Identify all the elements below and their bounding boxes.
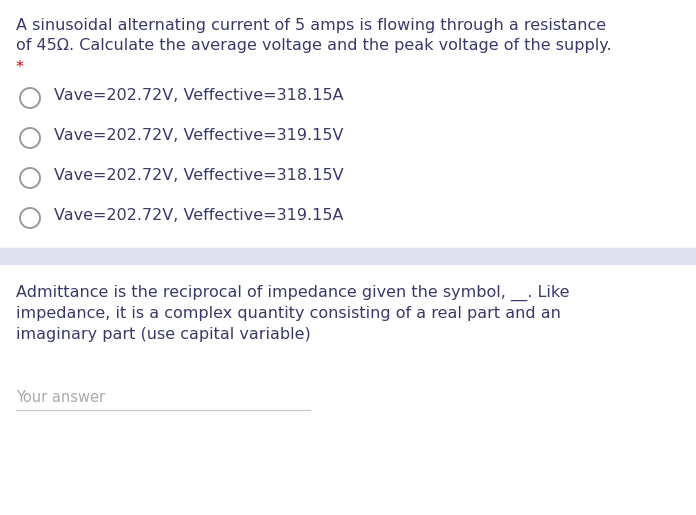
- Text: Vave=202.72V, Veffective=318.15V: Vave=202.72V, Veffective=318.15V: [54, 168, 344, 183]
- Text: Vave=202.72V, Veffective=319.15A: Vave=202.72V, Veffective=319.15A: [54, 208, 344, 223]
- Bar: [0, 248, 696, 264]
- Text: Admittance is the reciprocal of impedance given the symbol, __. Like: Admittance is the reciprocal of impedanc…: [16, 285, 569, 301]
- Text: impedance, it is a complex quantity consisting of a real part and an: impedance, it is a complex quantity cons…: [16, 306, 561, 321]
- Text: of 45Ω. Calculate the average voltage and the peak voltage of the supply.: of 45Ω. Calculate the average voltage an…: [16, 38, 612, 53]
- Text: *: *: [16, 60, 24, 75]
- Text: Your answer: Your answer: [16, 390, 105, 405]
- Text: Vave=202.72V, Veffective=318.15A: Vave=202.72V, Veffective=318.15A: [54, 88, 344, 103]
- Text: Vave=202.72V, Veffective=319.15V: Vave=202.72V, Veffective=319.15V: [54, 128, 344, 143]
- Text: A sinusoidal alternating current of 5 amps is flowing through a resistance: A sinusoidal alternating current of 5 am…: [16, 18, 606, 33]
- Text: imaginary part (use capital variable): imaginary part (use capital variable): [16, 327, 310, 342]
